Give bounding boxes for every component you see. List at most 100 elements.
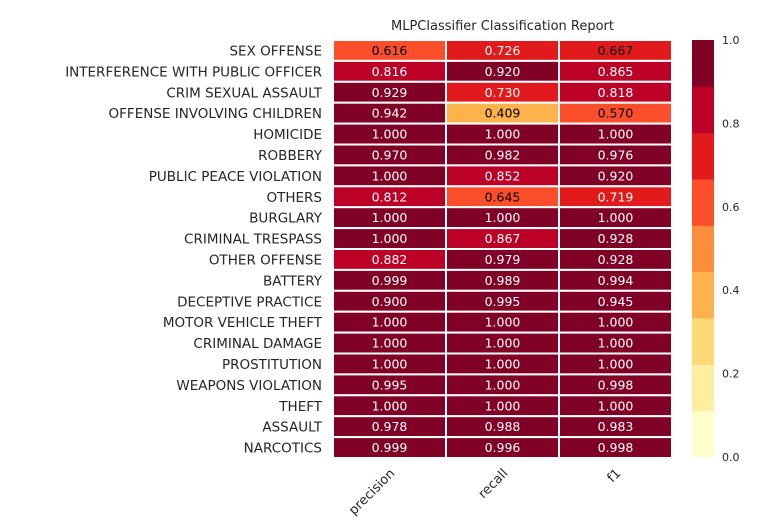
cell-value-label: 1.000 [485,210,521,225]
cell-value-label: 0.865 [598,64,634,79]
row-label: CRIMINAL DAMAGE [193,336,322,352]
colorbar-tick-label: 0.2 [722,368,740,381]
cell-value-label: 0.920 [598,168,634,183]
row-label: DECEPTIVE PRACTICE [177,294,322,310]
cell-value-label: 0.900 [372,294,408,309]
cell-value-label: 0.929 [372,85,408,100]
cell-value-label: 0.982 [485,147,521,162]
cell-value-label: 0.976 [598,147,634,162]
cell-value-label: 0.998 [598,377,634,392]
cell-value-label: 0.995 [372,377,408,392]
row-label: SEX OFFENSE [229,43,322,59]
heatmap-cells: 0.616 0.726 0.667 0.816 0.920 0.865 0.929 0.730… [332,39,673,460]
cell-value-label: 0.667 [598,43,634,58]
row-label: CRIMINAL TRESPASS [184,232,322,248]
row-label: HOMICIDE [253,127,322,143]
colorbar-segment [692,271,714,319]
cell-value-label: 1.000 [372,398,408,413]
cell-value-label: 0.995 [485,294,521,309]
cell-value-label: 1.000 [485,127,521,142]
column-label: f1 [605,466,625,486]
cell-value-label: 1.000 [372,231,408,246]
cell-value-label: 1.000 [485,356,521,371]
cell-value-label: 0.719 [598,189,634,204]
cell-value-label: 0.882 [372,252,408,267]
row-label: THEFT [278,399,322,415]
colorbar-tick-label: 0.4 [722,284,740,297]
cell-value-label: 0.999 [372,440,408,455]
row-label: PROSTITUTION [222,357,322,373]
heatmap-cell [558,436,673,460]
cell-value-label: 0.999 [372,273,408,288]
cell-value-label: 1.000 [372,315,408,330]
cell-value-label: 1.000 [485,398,521,413]
cell-value-label: 0.726 [485,43,521,58]
row-label: NARCOTICS [244,441,322,457]
colorbar-tick-label: 0.0 [722,451,740,464]
cell-value-label: 1.000 [598,127,634,142]
colorbar-segment [692,86,714,134]
colorbar-segment [692,318,714,365]
cell-value-label: 0.928 [598,252,634,267]
cell-value-label: 0.979 [485,252,521,267]
cell-value-label: 0.570 [598,106,634,121]
row-label: BURGLARY [249,211,323,227]
colorbar-segment [692,179,714,226]
chart-title: MLPClassifier Classification Report [391,19,614,34]
cell-value-label: 1.000 [598,315,634,330]
cell-value-label: 0.989 [485,273,521,288]
colorbar-segment [692,40,714,87]
cell-value-label: 0.994 [598,273,634,288]
colorbar-segment [692,364,714,412]
row-label: INTERFERENCE WITH PUBLIC OFFICER [65,64,322,80]
row-label: MOTOR VEHICLE THEFT [163,315,323,331]
cell-value-label: 0.616 [372,43,408,58]
colorbar-segment [692,132,714,180]
colorbar-segment [692,225,714,273]
column-labels: precision recall f1 [346,466,624,518]
colorbar-tick-label: 0.8 [722,117,740,130]
cell-value-label: 0.867 [485,231,521,246]
cell-value-label: 0.812 [372,189,408,204]
cell-value-label: 0.818 [598,85,634,100]
cell-value-label: 1.000 [598,398,634,413]
colorbar-segment [692,410,714,458]
colorbar: 0.0 0.2 0.4 0.6 0.8 1.0 [692,34,740,464]
cell-value-label: 1.000 [598,336,634,351]
cell-value-label: 1.000 [485,377,521,392]
cell-value-label: 1.000 [485,315,521,330]
cell-value-label: 0.945 [598,294,634,309]
row-labels: SEX OFFENSE INTERFERENCE WITH PUBLIC OFFI… [65,43,323,456]
cell-value-label: 0.730 [485,85,521,100]
row-label: PUBLIC PEACE VIOLATION [149,169,322,185]
cell-value-label: 0.409 [485,106,521,121]
cell-value-label: 1.000 [372,127,408,142]
cell-value-label: 0.920 [485,64,521,79]
column-label: precision [346,466,398,518]
row-label: ASSAULT [262,420,322,436]
column-label: recall [476,466,512,502]
cell-value-label: 0.942 [372,106,408,121]
cell-value-label: 0.988 [485,419,521,434]
cell-value-label: 1.000 [598,210,634,225]
cell-value-label: 0.970 [372,147,408,162]
cell-value-label: 1.000 [372,356,408,371]
row-label: BATTERY [263,273,323,289]
cell-value-label: 1.000 [372,336,408,351]
colorbar-tick-label: 0.6 [722,201,740,214]
cell-value-label: 0.978 [372,419,408,434]
cell-value-label: 1.000 [485,336,521,351]
cell-value-label: 0.983 [598,419,634,434]
row-label: OTHER OFFENSE [209,252,322,268]
row-label: OFFENSE INVOLVING CHILDREN [109,106,322,122]
cell-value-label: 1.000 [372,168,408,183]
colorbar-tick-label: 1.0 [722,34,740,47]
row-label: WEAPONS VIOLATION [176,378,322,394]
cell-value-label: 1.000 [598,356,634,371]
cell-value-label: 0.928 [598,231,634,246]
cell-value-label: 0.645 [485,189,521,204]
cell-value-label: 0.996 [485,440,521,455]
row-label: ROBBERY [258,148,323,164]
row-label: OTHERS [266,190,322,206]
